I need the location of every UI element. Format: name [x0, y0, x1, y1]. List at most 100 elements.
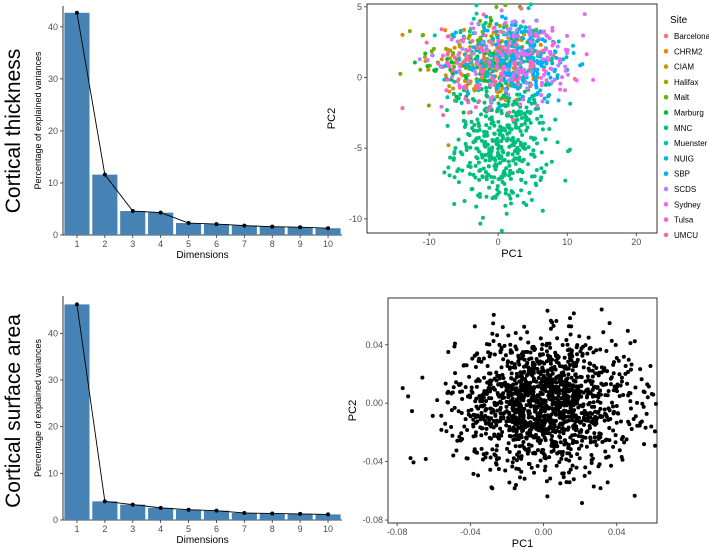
- scatter-point: [474, 11, 479, 16]
- scatter-point: [523, 180, 528, 185]
- scatter-point: [472, 69, 477, 74]
- scatter-point: [483, 33, 488, 38]
- scatter-point: [472, 122, 477, 127]
- legend-swatch: [663, 140, 669, 146]
- scatter-point: [478, 35, 483, 40]
- scatter-point: [472, 88, 477, 93]
- scatter-point: [581, 422, 586, 427]
- scatter-point: [619, 379, 624, 384]
- scatter-point: [515, 56, 520, 61]
- scatter-point: [525, 360, 530, 365]
- scatter-point: [523, 73, 528, 78]
- scatter-point: [570, 418, 575, 423]
- scatter-point: [409, 409, 414, 414]
- scatter-point: [500, 180, 505, 185]
- scatter-point: [540, 342, 545, 347]
- scatter-point: [479, 433, 484, 438]
- scatter-point: [463, 84, 468, 89]
- scatter-point: [489, 117, 494, 122]
- legend-item-label: SCDS: [674, 185, 696, 194]
- scatter-point: [519, 374, 524, 379]
- scatter-point: [494, 162, 499, 167]
- scatter-point: [487, 82, 492, 87]
- x-tick-label: 7: [242, 239, 247, 249]
- trend-point: [186, 221, 191, 226]
- scatter-point: [517, 148, 522, 153]
- scatter-point: [552, 49, 557, 54]
- scatter-point: [539, 347, 544, 352]
- scatter-point: [474, 3, 479, 8]
- scatter-point: [431, 46, 436, 51]
- scatter-point: [533, 181, 538, 186]
- scatter-point: [475, 79, 480, 84]
- trend-point: [298, 225, 303, 230]
- legend-swatch: [663, 110, 669, 115]
- scatter-point: [616, 358, 621, 363]
- scatter-point: [545, 100, 550, 105]
- scatter-point: [487, 158, 492, 163]
- trend-point: [298, 511, 303, 516]
- scatter-point: [467, 33, 472, 38]
- scatter-point: [642, 442, 647, 447]
- scatter-point: [471, 424, 476, 429]
- scatter-point: [513, 125, 518, 130]
- scatter-point: [505, 67, 510, 72]
- plot-frame: [387, 297, 658, 524]
- scatter-point: [547, 127, 552, 132]
- scatter-point: [439, 104, 444, 109]
- y-tick-label: -0.08: [362, 515, 383, 525]
- scatter-point: [621, 354, 626, 359]
- scatter-point: [496, 38, 501, 43]
- scatter-point: [481, 57, 486, 62]
- bar: [315, 514, 341, 520]
- scatter-point: [532, 100, 537, 105]
- scatter-point: [571, 477, 576, 482]
- scatter-point: [513, 344, 518, 349]
- scatter-point: [445, 60, 450, 65]
- scatter-point: [500, 429, 505, 434]
- scatter-point: [457, 42, 462, 47]
- scatter-point: [518, 140, 523, 145]
- scatter-point: [463, 385, 468, 390]
- x-tick-label: 6: [214, 239, 219, 249]
- scatter-point: [512, 148, 517, 153]
- x-axis-label: Dimensions: [176, 535, 228, 546]
- scatter-point: [528, 109, 533, 114]
- scatter-point: [563, 47, 568, 52]
- scatter-point: [519, 29, 524, 34]
- scatter-point: [507, 83, 512, 88]
- scatter-point: [571, 51, 576, 56]
- y-tick-label: 20: [48, 422, 58, 432]
- legend-title: Site: [670, 15, 688, 26]
- scatter-point: [553, 117, 558, 122]
- scatter-point: [443, 73, 448, 78]
- scatter-point: [451, 50, 456, 55]
- scatter-point: [619, 375, 624, 380]
- scatter-point: [513, 161, 518, 166]
- scatter-point: [545, 494, 550, 499]
- scatter-point: [484, 170, 489, 175]
- scatter-point: [500, 14, 505, 19]
- scatter-point: [574, 78, 579, 83]
- bar: [92, 174, 118, 235]
- scatter-point: [596, 464, 601, 469]
- scatter-point: [445, 34, 450, 39]
- trend-point: [130, 209, 135, 214]
- scatter-point: [449, 60, 454, 65]
- scatter-point: [525, 330, 530, 335]
- scatter-point: [504, 166, 509, 171]
- scatter-point: [571, 424, 576, 429]
- x-tick-label: -0.08: [387, 527, 408, 537]
- x-tick-label: 0.00: [535, 527, 553, 537]
- y-tick-label: 10: [48, 468, 58, 478]
- scatter-point: [579, 384, 584, 389]
- scatter-point: [444, 108, 449, 113]
- scatter-point: [520, 70, 525, 75]
- scatter-point: [484, 399, 489, 404]
- scatter-point: [418, 67, 423, 72]
- scatter-point: [521, 59, 526, 64]
- scatter-point: [540, 127, 545, 132]
- x-tick-label: 7: [242, 524, 247, 534]
- scatter-point: [468, 165, 473, 170]
- scatter-point: [475, 128, 480, 133]
